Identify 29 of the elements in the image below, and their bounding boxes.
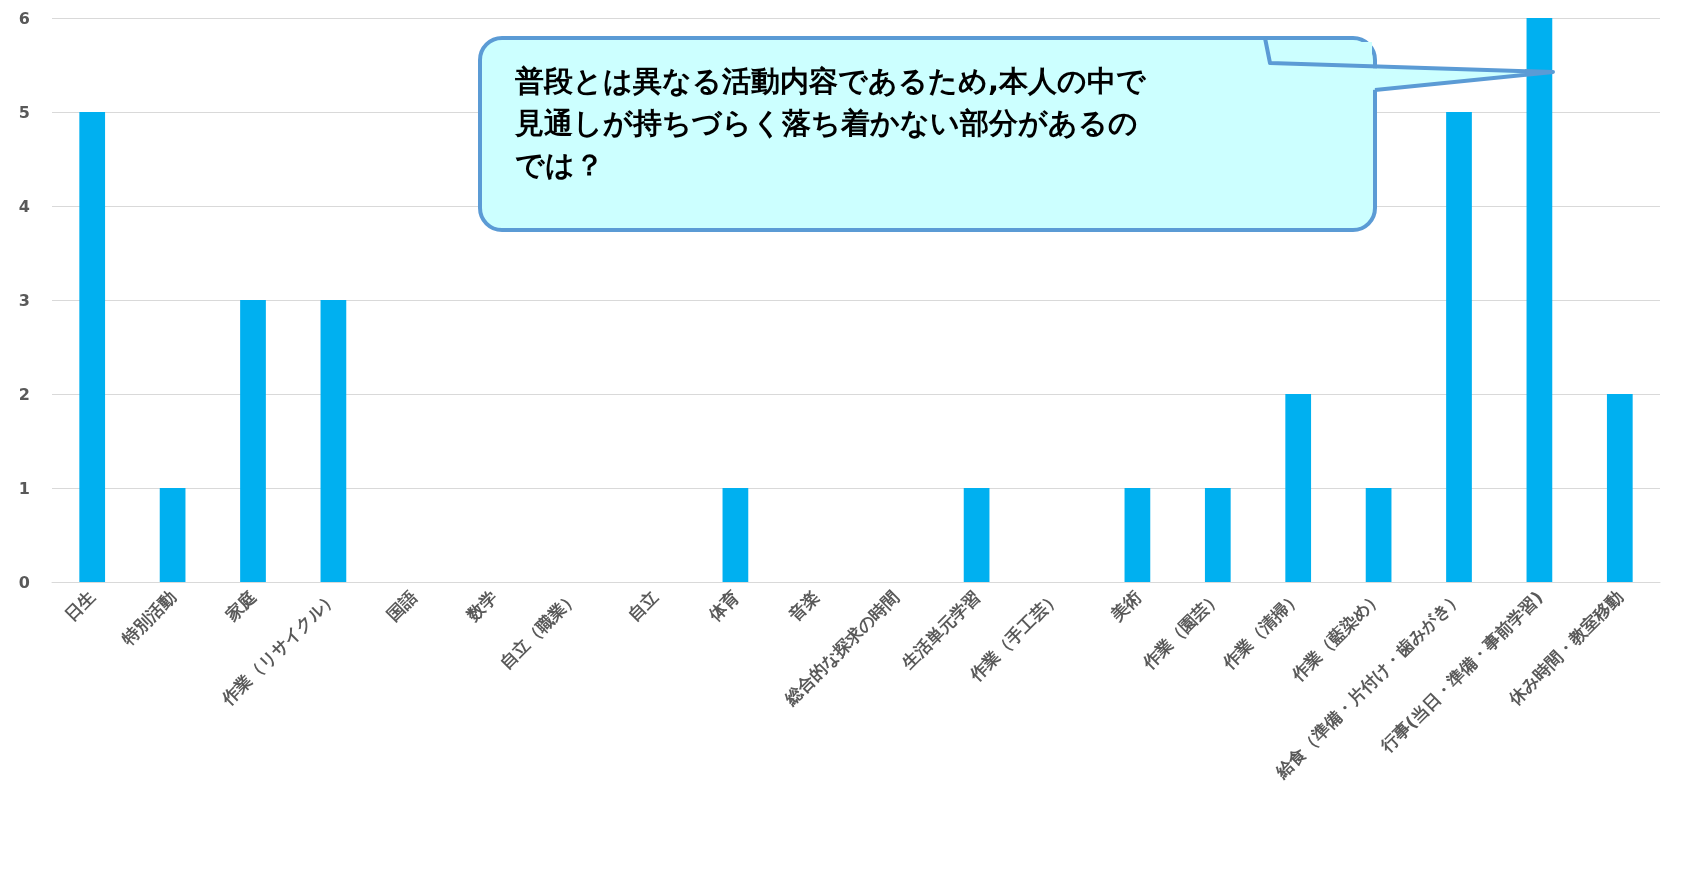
y-tick-label: 5 xyxy=(18,102,30,122)
y-tick-label: 2 xyxy=(18,384,30,404)
bar xyxy=(1204,488,1231,582)
annotation: 普段とは異なる活動内容であるため,本人の中で見通しが持ちづらく落ち着かない部分があるのでは？ xyxy=(515,63,1148,184)
x-tick-label: 美術 xyxy=(1105,586,1145,626)
bar xyxy=(1446,112,1472,582)
y-tick-label: 1 xyxy=(18,478,30,498)
y-tick-label: 0 xyxy=(18,572,30,592)
x-tick-label: 体育 xyxy=(703,586,743,626)
x-tick-label: 家庭 xyxy=(221,586,261,626)
y-tick-label: 3 xyxy=(18,290,30,310)
bar xyxy=(159,488,186,582)
x-tick-label: 音楽 xyxy=(783,586,823,626)
bar xyxy=(240,300,266,582)
bar xyxy=(320,300,347,582)
bar xyxy=(1526,18,1553,582)
bar xyxy=(963,488,990,582)
x-tick-label: 特別活動 xyxy=(116,586,180,650)
bar xyxy=(79,112,106,582)
y-tick-label: 4 xyxy=(18,196,30,216)
bar xyxy=(1124,488,1151,582)
x-tick-label: 日生 xyxy=(61,586,100,626)
x-tick-label: 国語 xyxy=(382,586,421,626)
y-tick-label: 6 xyxy=(18,8,30,28)
bar xyxy=(722,488,749,582)
bar xyxy=(1606,394,1633,582)
bar xyxy=(1285,394,1312,582)
x-tick-label: 自立 xyxy=(623,586,663,626)
bar xyxy=(1365,488,1392,582)
